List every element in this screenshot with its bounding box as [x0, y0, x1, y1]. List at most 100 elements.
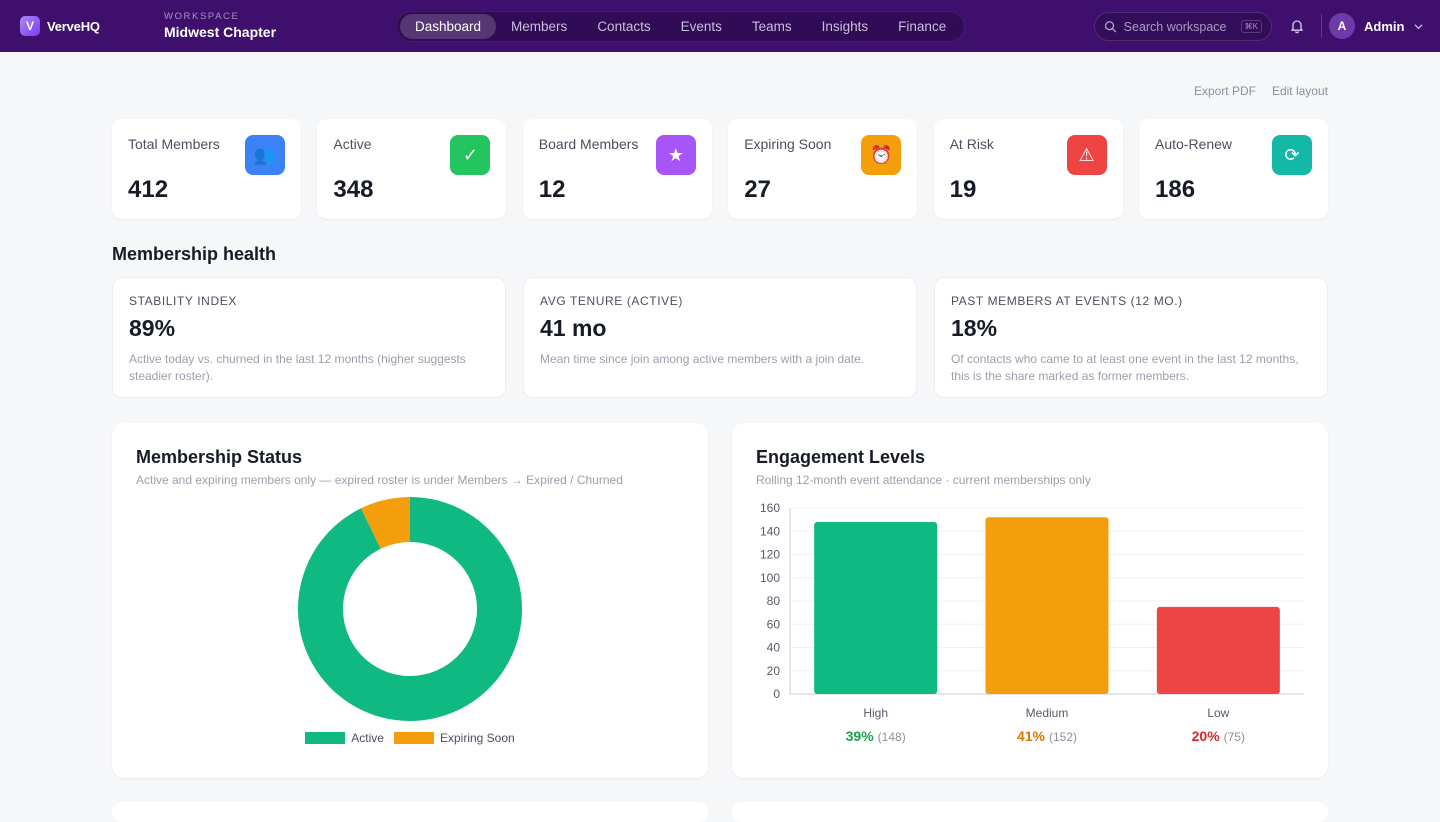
- donut-legend: Active Expiring Soon: [112, 731, 708, 745]
- bar-medium[interactable]: [985, 517, 1109, 694]
- avatar: A: [1329, 13, 1355, 39]
- edit-layout-link[interactable]: Edit layout: [1271, 84, 1328, 98]
- legend-item-active[interactable]: Active: [305, 731, 384, 745]
- kpi-card-at-risk[interactable]: At Risk 19 ⚠: [933, 119, 1123, 219]
- engagement-levels-panel: Engagement Levels Rolling 12-month event…: [732, 423, 1328, 778]
- legend-label: Expiring Soon: [439, 731, 515, 745]
- kpi-value: 186: [1155, 176, 1196, 203]
- kpi-glyph: ⚠: [1078, 144, 1095, 166]
- dashboard-toolbar: Export PDF Edit layout: [1194, 84, 1328, 98]
- warning-icon: ⚠: [1066, 135, 1107, 175]
- legend-item-expiring-soon[interactable]: Expiring Soon: [393, 731, 515, 745]
- legend-swatch: [393, 732, 434, 744]
- y-tick-label: 120: [760, 548, 780, 562]
- panel-subtitle: Active and expiring members only — expir…: [136, 473, 623, 487]
- section-title-membership-health: Membership health: [112, 244, 277, 264]
- health-card-value: 89%: [129, 315, 176, 341]
- health-card-past-members: PAST MEMBERS AT EVENTS (12 MO.) 18% Of c…: [934, 277, 1328, 398]
- health-card-value: 18%: [951, 315, 998, 341]
- brand[interactable]: V VerveHQ: [20, 16, 100, 36]
- kpi-label: Expiring Soon: [744, 136, 832, 152]
- engagement-bar-chart: 0 20 40 60 80 100 120 140 160 High 39% (148) Medium 4…: [760, 501, 1304, 744]
- members-icon: 👥: [245, 135, 285, 175]
- tab-insights[interactable]: Insights: [821, 19, 869, 34]
- next-panel-card: [732, 802, 1328, 822]
- health-card-label: STABILITY INDEX: [129, 294, 237, 308]
- kpi-value: 27: [744, 176, 771, 203]
- bar-low[interactable]: [1156, 606, 1280, 694]
- tab-teams[interactable]: Teams: [751, 19, 792, 34]
- next-panel-card: [112, 802, 708, 822]
- y-tick-label: 60: [767, 617, 781, 631]
- notifications-button[interactable]: [1289, 18, 1305, 39]
- kpi-card-active[interactable]: Active 348 ✓: [317, 119, 507, 219]
- workspace-label: WORKSPACE: [164, 11, 240, 22]
- workspace-name: Midwest Chapter: [164, 24, 277, 40]
- workspace-switcher[interactable]: WORKSPACE Midwest Chapter: [164, 11, 276, 40]
- bar-percent: 41%: [1017, 728, 1046, 744]
- y-tick-label: 140: [760, 524, 780, 538]
- x-tick-label: Medium: [1026, 706, 1069, 720]
- y-tick-label: 100: [760, 571, 780, 585]
- kpi-glyph: ⏰: [869, 144, 893, 166]
- tab-contacts[interactable]: Contacts: [597, 19, 651, 34]
- tab-events[interactable]: Events: [680, 19, 722, 34]
- donut-slice-active[interactable]: [298, 497, 522, 721]
- kpi-glyph: ⟳: [1284, 144, 1300, 166]
- kpi-label: Board Members: [538, 136, 639, 152]
- bar-count: (152): [1049, 730, 1077, 744]
- main-nav-tabs: Dashboard Members Contacts Events Teams Insig…: [396, 11, 966, 42]
- kpi-label: Auto-Renew: [1155, 136, 1233, 152]
- membership-status-panel: Membership Status Active and expiring me…: [112, 423, 708, 778]
- kpi-glyph: ★: [667, 144, 684, 166]
- tab-members[interactable]: Members: [511, 19, 568, 34]
- kpi-value: 12: [538, 176, 566, 203]
- kpi-label: Active: [333, 136, 372, 152]
- user-menu[interactable]: A Admin: [1329, 13, 1424, 39]
- y-tick-label: 160: [760, 501, 780, 515]
- search-box[interactable]: ⌘K: [1094, 12, 1272, 41]
- health-card-avg-tenure: AVG TENURE (ACTIVE) 41 mo Mean time sinc…: [523, 277, 917, 398]
- bar-percent: 39%: [846, 728, 875, 744]
- kpi-value: 348: [333, 176, 374, 203]
- bar-percent: 20%: [1192, 728, 1221, 744]
- brand-name: VerveHQ: [47, 18, 100, 34]
- kpi-card-auto-renew[interactable]: Auto-Renew 186 ⟳: [1139, 119, 1328, 219]
- panel-title: Engagement Levels: [756, 447, 926, 467]
- x-tick-label: Low: [1207, 706, 1229, 720]
- legend-label: Active: [351, 731, 384, 745]
- bar-high[interactable]: [814, 521, 938, 694]
- kpi-card-expiring-soon[interactable]: Expiring Soon 27 ⏰: [728, 119, 918, 219]
- health-card-stability: STABILITY INDEX 89% Active today vs. chu…: [112, 277, 506, 398]
- health-card-label: PAST MEMBERS AT EVENTS (12 MO.): [951, 294, 1183, 308]
- y-tick-label: 0: [773, 687, 780, 701]
- legend-swatch: [305, 732, 346, 744]
- bar-summary: 39% (148): [846, 728, 906, 744]
- topbar-divider: [1321, 14, 1322, 38]
- kpi-glyph: 👥: [253, 144, 277, 166]
- bell-icon: [1291, 20, 1303, 34]
- checkmark-icon: ✓: [450, 135, 491, 175]
- brand-logo-icon: V: [20, 16, 40, 36]
- bar-summary: 20% (75): [1192, 728, 1245, 744]
- panel-title: Membership Status: [136, 447, 303, 467]
- top-navigation-bar: V VerveHQ WORKSPACE Midwest Chapter Dash…: [0, 0, 1440, 52]
- export-pdf-link[interactable]: Export PDF: [1193, 84, 1256, 98]
- health-card-description: Of contacts who came to at least one eve…: [951, 352, 1299, 383]
- search-shortcut-badge: ⌘K: [1240, 20, 1262, 33]
- search-input[interactable]: [1123, 19, 1234, 34]
- donut-slice-expiring-soon[interactable]: [361, 497, 410, 549]
- kpi-card-total-members[interactable]: Total Members 412 👥: [112, 119, 301, 219]
- health-card-label: AVG TENURE (ACTIVE): [540, 294, 683, 308]
- kpi-label: Total Members: [128, 136, 220, 152]
- tab-dashboard[interactable]: Dashboard: [400, 14, 497, 39]
- kpi-value: 412: [128, 176, 169, 203]
- panel-subtitle: Rolling 12-month event attendance · curr…: [756, 473, 1091, 487]
- kpi-card-board-members[interactable]: Board Members 12 ★: [522, 119, 712, 219]
- x-tick-label: High: [863, 706, 888, 720]
- membership-status-donut-chart: [298, 497, 522, 721]
- bar-count: (148): [878, 730, 906, 744]
- kpi-glyph: ✓: [462, 144, 478, 166]
- tab-finance[interactable]: Finance: [898, 19, 947, 34]
- health-card-description: Active today vs. churned in the last 12 …: [129, 352, 466, 383]
